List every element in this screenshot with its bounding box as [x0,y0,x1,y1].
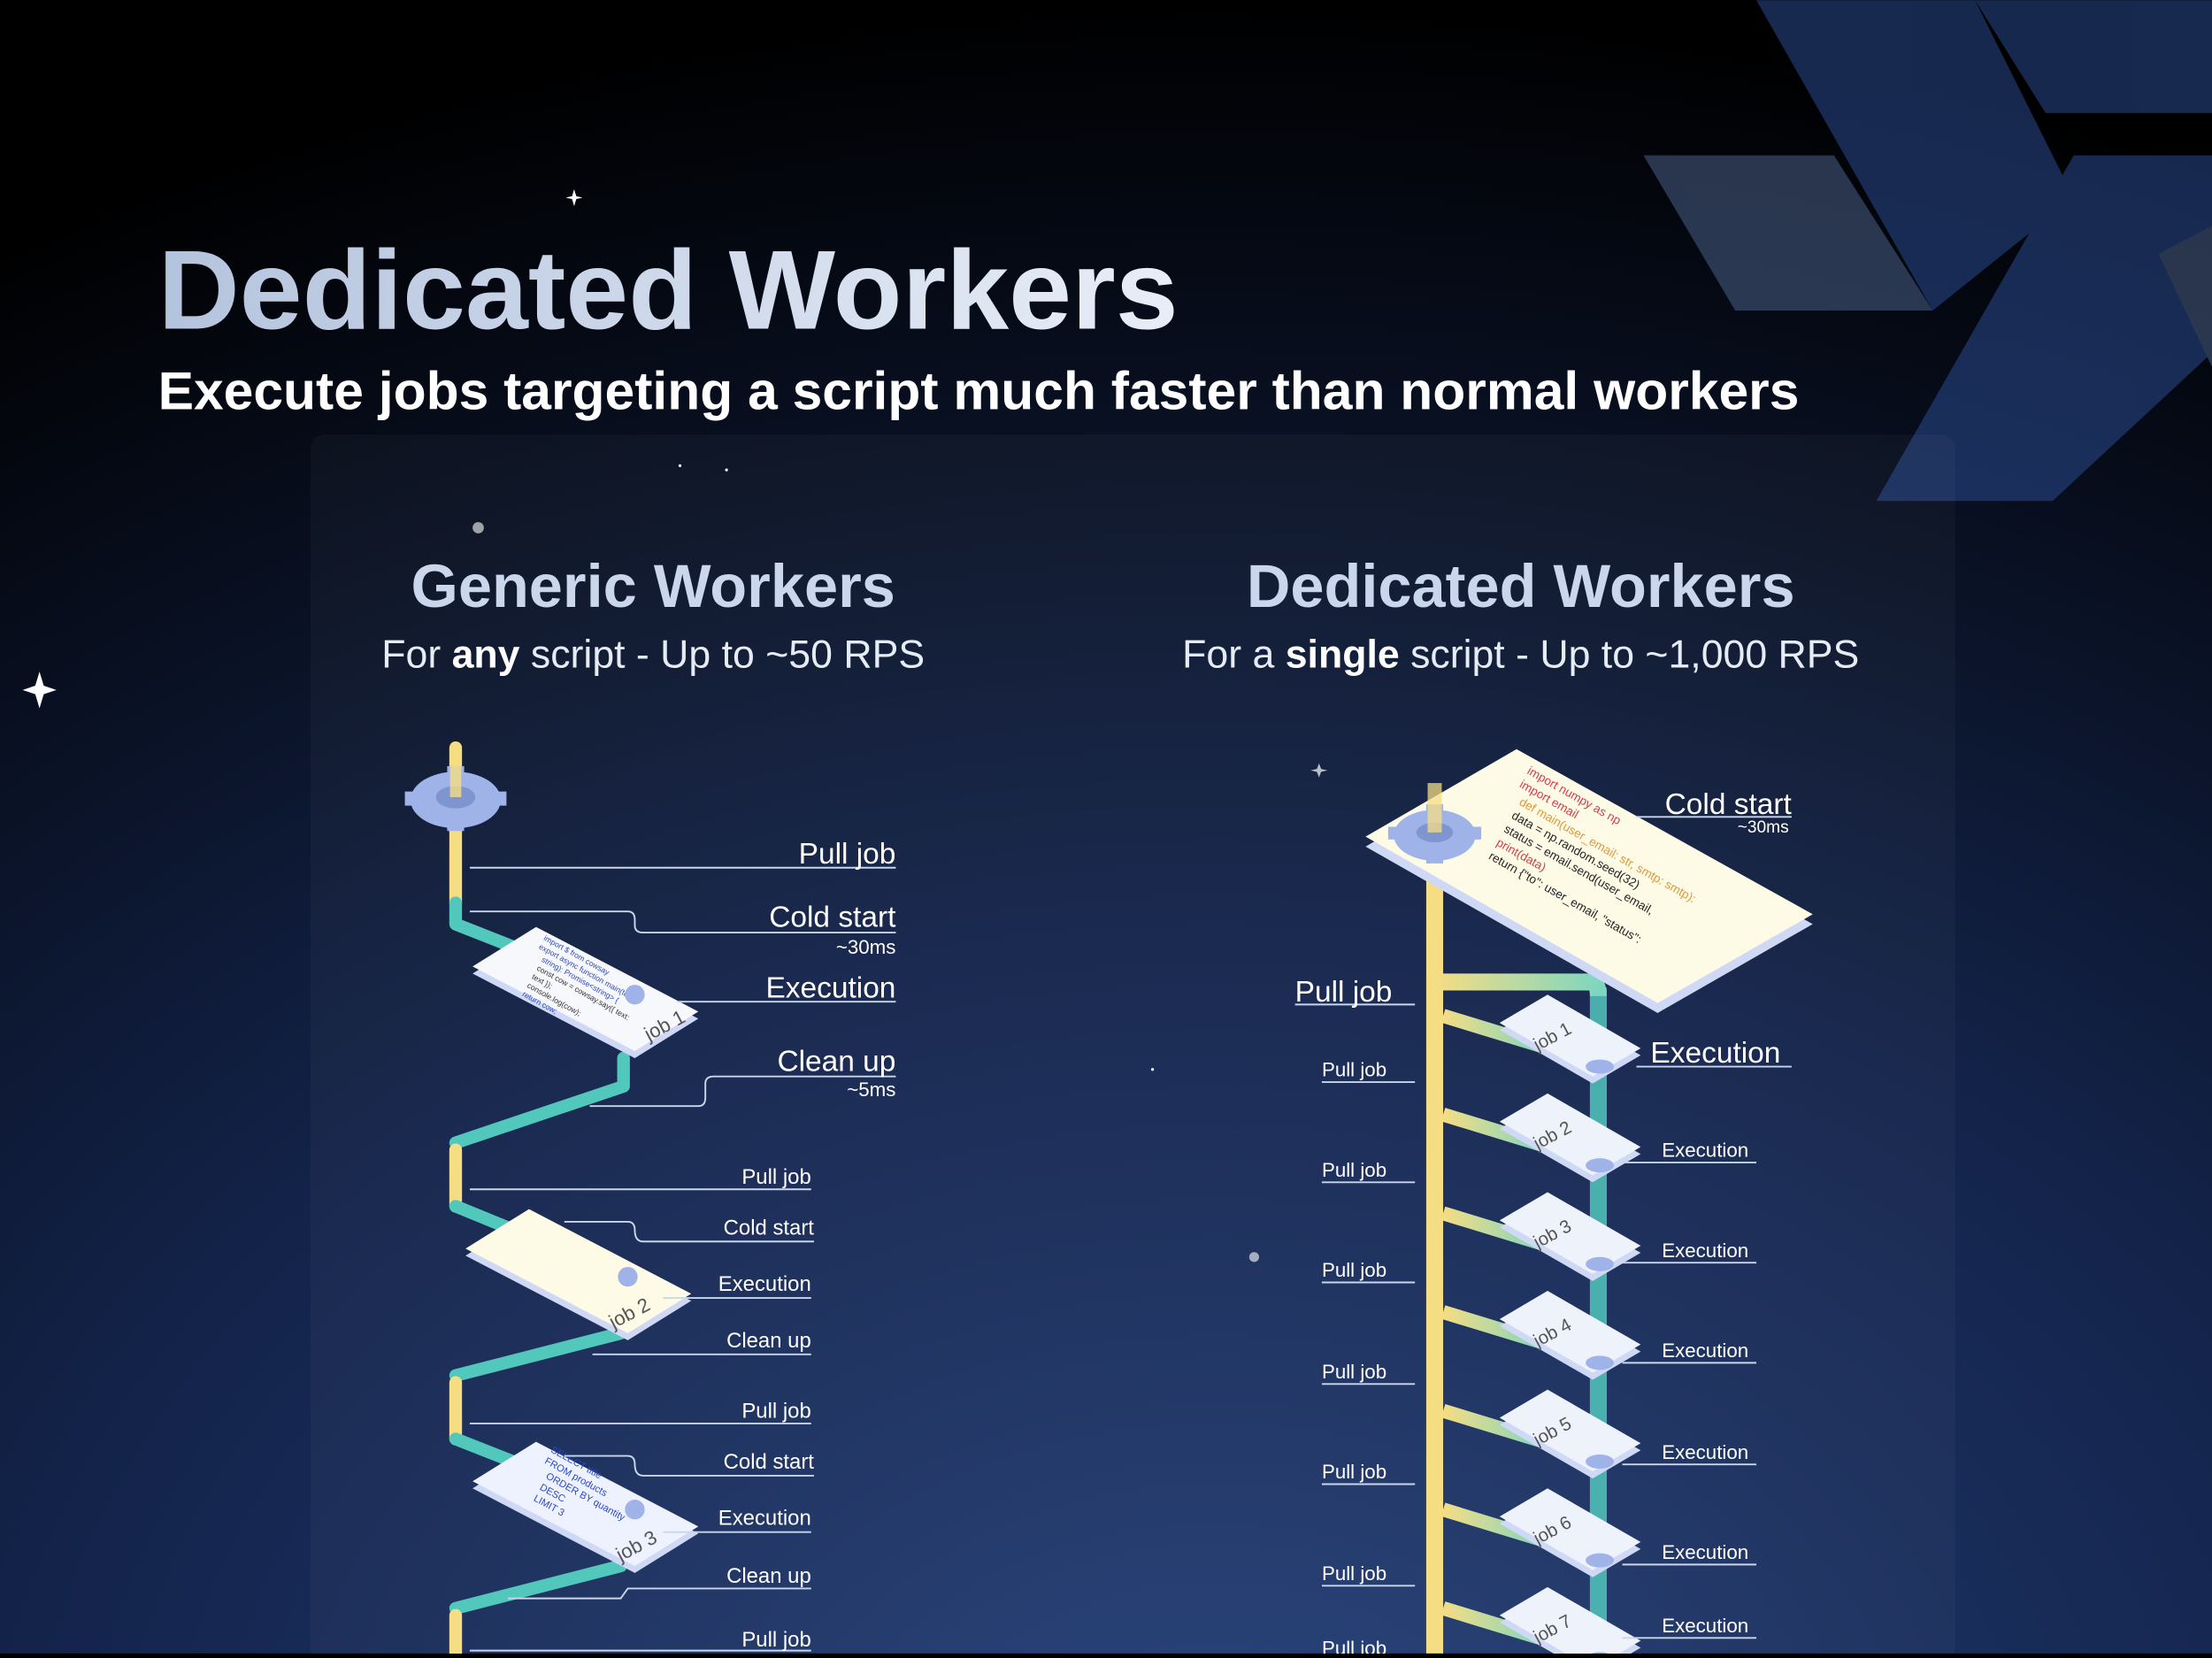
pull-job-label: Pull job [1295,976,1393,1009]
cold-start-label: Cold start [724,1216,815,1240]
job-card: job 5 [1499,1389,1641,1479]
dedicated-subtitle: For a single script - Up to ~1,000 RPS [1182,633,1859,676]
dedicated-labels: Cold start ~30ms Pull job Execution [1295,788,1793,1070]
gear-icon [404,748,507,832]
execution-label: Execution [1662,1615,1748,1637]
dedicated-title: Dedicated Workers [1247,552,1795,620]
clean-up-label: Clean up [777,1045,895,1078]
pull-job-label: Pull job [799,838,896,871]
generic-subtitle: For any script - Up to ~50 RPS [381,633,925,676]
execution-label: Execution [765,971,895,1004]
pull-job-label: Pull job [1322,1259,1386,1281]
pull-job-label: Pull job [1322,1361,1386,1383]
execution-label: Execution [1662,1140,1748,1162]
clean-up-label: Clean up [726,1329,811,1353]
job-card: job 1 [1499,994,1641,1084]
job-card: job 2 [1499,1093,1641,1183]
execution-label: Execution [1662,1240,1748,1262]
pull-job-label: Pull job [741,1165,810,1189]
clean-up-time: ~5ms [847,1078,895,1101]
execution-label: Execution [1662,1541,1748,1563]
cold-start-time: ~30ms [1738,818,1789,837]
cold-start-label: Cold start [769,902,896,934]
pull-job-label: Pull job [1322,1059,1386,1081]
pull-job-label: Pull job [1322,1637,1386,1654]
pull-job-label: Pull job [1322,1562,1386,1585]
dedicated-small-labels: Pull job Pull job Pull job Pull job Pull job… [1322,1059,1757,1658]
corner-logo-shapes [1643,0,2212,502]
pull-job-label: Pull job [741,1628,810,1652]
page-subtitle: Execute jobs targeting a script much fas… [158,361,1800,421]
job-card: job 3 [1499,1192,1641,1281]
cold-start-label: Cold start [1665,788,1793,821]
execution-label: Execution [718,1507,811,1531]
generic-title: Generic Workers [411,552,895,620]
job-card: job 4 [1499,1291,1641,1380]
generic-leader-lines [469,866,896,1652]
execution-label: Execution [1662,1441,1748,1463]
execution-label: Execution [718,1272,811,1296]
cold-start-time: ~30ms [836,936,896,958]
generic-labels: Pull job Cold start ~30ms Execution Clea… [718,838,896,1652]
gear-icon [1387,783,1482,864]
execution-label: Execution [1662,1339,1748,1362]
dedicated-leader-lines [1294,816,1792,1068]
job-card-2: job 2 [465,1209,692,1340]
clean-up-label: Clean up [726,1564,811,1588]
pull-job-label: Pull job [1322,1461,1386,1483]
job-card: job 6 [1499,1488,1641,1577]
pull-job-label: Pull job [741,1400,810,1424]
sparkle-star-icon [22,188,1328,1263]
generic-flow [449,741,641,1658]
pull-job-label: Pull job [1322,1159,1386,1181]
cold-start-label: Cold start [724,1450,815,1474]
page-title: Dedicated Workers [158,228,1179,354]
execution-label: Execution [1650,1037,1780,1070]
